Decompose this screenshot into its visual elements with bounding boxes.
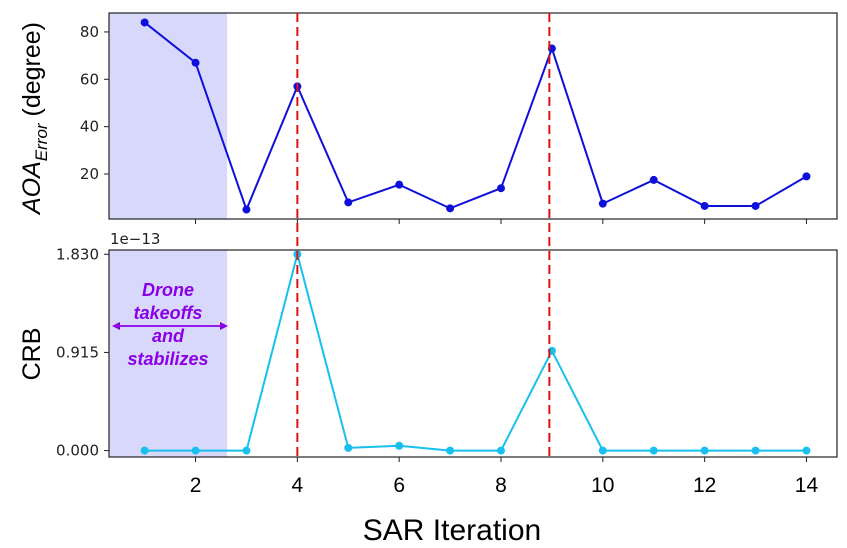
x-tick-label: 4 <box>292 474 304 497</box>
crb-point <box>649 446 658 455</box>
aoa-error-point <box>649 175 658 184</box>
top-y-tick-label: 60 <box>80 70 99 88</box>
aoa-error-point <box>140 18 149 27</box>
bottom-y-axis-label: CRB <box>18 328 46 381</box>
bottom-y-tick-label: 0.000 <box>56 442 99 460</box>
x-tick-label: 6 <box>393 474 405 497</box>
aoa-error-point <box>700 201 709 210</box>
aoa-error-point <box>344 198 353 207</box>
annotation-arrowhead-right <box>220 322 228 330</box>
top-y-tick-label: 20 <box>80 165 99 183</box>
top-y-axis: 20 40 60 80 <box>80 23 109 183</box>
crb-offset-text: 1e−13 <box>110 230 160 248</box>
x-tick-label: 14 <box>795 474 819 497</box>
crb-point <box>344 443 353 452</box>
crb-point <box>446 446 455 455</box>
annotation-line-4: stabilizes <box>127 349 208 369</box>
aoa-label-main: AOA <box>18 161 46 216</box>
top-y-tick-label: 40 <box>80 118 99 136</box>
x-tick-label: 12 <box>693 474 716 497</box>
takeoff-shaded-region-bottom <box>109 250 228 457</box>
aoa-error-point <box>446 204 455 213</box>
annotation-line-3: and <box>152 326 185 346</box>
aoa-label-subscript: Error <box>32 122 51 161</box>
vertical-marker-lines <box>296 13 551 457</box>
bottom-y-tick-label: 0.915 <box>56 343 99 361</box>
x-axis: 2 4 6 8 10 12 14 <box>190 457 819 497</box>
crb-point <box>598 446 607 455</box>
bottom-y-tick-label: 1.830 <box>56 245 99 263</box>
aoa-error-point <box>802 172 811 181</box>
top-y-tick-label: 80 <box>80 23 99 41</box>
bottom-y-axis: 0.000 0.915 1.830 <box>56 245 109 460</box>
top-axes-frame <box>108 12 838 220</box>
bottom-axes-frame <box>108 249 838 458</box>
aoa-error-point <box>751 201 760 210</box>
takeoff-annotation: Drone takeoffs and stabilizes <box>112 280 228 369</box>
aoa-error-point <box>497 184 505 193</box>
crb-line <box>144 250 807 452</box>
crb-point <box>802 446 811 455</box>
aoa-error-series <box>140 18 811 214</box>
x-tick-label: 8 <box>495 474 507 497</box>
aoa-error-point <box>598 199 607 208</box>
crb-series <box>140 250 811 455</box>
top-x-tick-marks <box>195 219 807 224</box>
crb-point <box>395 441 404 450</box>
crb-point <box>700 446 709 455</box>
aoa-error-point <box>191 58 200 67</box>
aoa-error-point <box>395 180 404 189</box>
annotation-line-1: Drone <box>142 280 194 300</box>
crb-point <box>242 446 251 455</box>
annotation-line-2: takeoffs <box>134 303 203 323</box>
crb-point <box>497 446 505 455</box>
crb-point <box>751 446 760 455</box>
x-axis-label: SAR Iteration <box>363 514 541 547</box>
takeoff-shaded-region-top <box>109 13 228 219</box>
annotation-arrowhead-left <box>112 322 120 330</box>
x-tick-label: 2 <box>190 474 202 497</box>
top-y-axis-label: AOAError (degree) <box>18 22 51 216</box>
crb-point <box>140 446 149 455</box>
aoa-error-point <box>242 205 251 214</box>
x-tick-label: 10 <box>591 474 614 497</box>
crb-point <box>191 446 200 455</box>
aoa-label-unit: (degree) <box>18 22 46 123</box>
aoa-error-line <box>144 21 807 213</box>
